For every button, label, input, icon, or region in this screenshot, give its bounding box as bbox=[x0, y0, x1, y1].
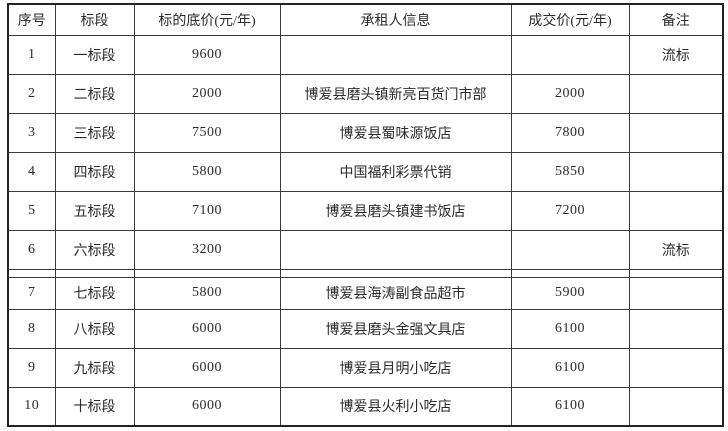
cell-no: 3 bbox=[7, 112, 56, 153]
cell-section: 九标段 bbox=[54, 347, 135, 388]
table-row-3: 3 三标段 7500 博爱县蜀味源饭店 7800 bbox=[7, 112, 724, 153]
cell-note bbox=[628, 386, 724, 427]
cell-tenant: 博爱县海涛副食品超市 bbox=[279, 276, 512, 310]
cell-no: 1 bbox=[7, 34, 56, 75]
cell-deal_price: 5900 bbox=[510, 276, 630, 310]
cell-note bbox=[628, 190, 724, 231]
table-row-5: 5 五标段 7100 博爱县磨头镇建书饭店 7200 bbox=[7, 190, 724, 231]
cell-tenant: 博爱县磨头镇新亮百货门市部 bbox=[279, 73, 512, 114]
cell-note bbox=[628, 73, 724, 114]
cell-section: 三标段 bbox=[54, 112, 135, 153]
cell-base_price: 5800 bbox=[133, 151, 281, 192]
cell-tenant: 博爱县月明小吃店 bbox=[279, 347, 512, 388]
cell-note: 流标 bbox=[628, 34, 724, 75]
column-header-base_price: 标的底价(元/年) bbox=[133, 3, 281, 36]
cell-deal_price: 6100 bbox=[510, 308, 630, 349]
page-break-gap-cell bbox=[133, 268, 281, 278]
cell-tenant bbox=[279, 229, 512, 270]
cell-base_price: 6000 bbox=[133, 308, 281, 349]
table-row-9: 9 九标段 6000 博爱县月明小吃店 6100 bbox=[7, 347, 724, 388]
table-row-4: 4 四标段 5800 中国福利彩票代销 5850 bbox=[7, 151, 724, 192]
cell-no: 10 bbox=[7, 386, 56, 427]
page-break-gap-cell bbox=[7, 268, 56, 278]
cell-section: 二标段 bbox=[54, 73, 135, 114]
cell-base_price: 2000 bbox=[133, 73, 281, 114]
cell-deal_price: 7800 bbox=[510, 112, 630, 153]
page-break-gap-cell bbox=[54, 268, 135, 278]
cell-base_price: 6000 bbox=[133, 347, 281, 388]
cell-deal_price bbox=[510, 34, 630, 75]
cell-section: 六标段 bbox=[54, 229, 135, 270]
cell-tenant: 博爱县磨头金强文具店 bbox=[279, 308, 512, 349]
cell-note bbox=[628, 308, 724, 349]
column-header-section: 标段 bbox=[54, 3, 135, 36]
bid-results-table: 序号 标段 标的底价(元/年) 承租人信息 成交价(元/年) 备注 1 一标段 9600 流标 2… bbox=[7, 3, 724, 427]
cell-tenant: 中国福利彩票代销 bbox=[279, 151, 512, 192]
cell-section: 十标段 bbox=[54, 386, 135, 427]
cell-base_price: 7500 bbox=[133, 112, 281, 153]
cell-tenant bbox=[279, 34, 512, 75]
cell-section: 八标段 bbox=[54, 308, 135, 349]
column-header-no: 序号 bbox=[7, 3, 56, 36]
page-break-gap-cell bbox=[510, 268, 630, 278]
cell-deal_price: 6100 bbox=[510, 347, 630, 388]
column-header-tenant: 承租人信息 bbox=[279, 3, 512, 36]
cell-tenant: 博爱县磨头镇建书饭店 bbox=[279, 190, 512, 231]
cell-section: 一标段 bbox=[54, 34, 135, 75]
cell-deal_price: 2000 bbox=[510, 73, 630, 114]
table-row-10: 10 十标段 6000 博爱县火利小吃店 6100 bbox=[7, 386, 724, 427]
cell-base_price: 3200 bbox=[133, 229, 281, 270]
cell-deal_price bbox=[510, 229, 630, 270]
cell-note bbox=[628, 151, 724, 192]
cell-no: 8 bbox=[7, 308, 56, 349]
cell-deal_price: 7200 bbox=[510, 190, 630, 231]
table-row-7: 7 七标段 5800 博爱县海涛副食品超市 5900 bbox=[7, 276, 724, 310]
cell-base_price: 6000 bbox=[133, 386, 281, 427]
cell-base_price: 9600 bbox=[133, 34, 281, 75]
cell-section: 七标段 bbox=[54, 276, 135, 310]
column-header-note: 备注 bbox=[628, 3, 724, 36]
cell-deal_price: 5850 bbox=[510, 151, 630, 192]
table-header-row: 序号 标段 标的底价(元/年) 承租人信息 成交价(元/年) 备注 bbox=[7, 3, 724, 36]
page-break-gap-row bbox=[7, 268, 724, 278]
cell-no: 6 bbox=[7, 229, 56, 270]
table-row-6: 6 六标段 3200 流标 bbox=[7, 229, 724, 270]
cell-no: 2 bbox=[7, 73, 56, 114]
cell-deal_price: 6100 bbox=[510, 386, 630, 427]
cell-no: 9 bbox=[7, 347, 56, 388]
page-break-gap-cell bbox=[628, 268, 724, 278]
cell-no: 7 bbox=[7, 276, 56, 310]
table-row-1: 1 一标段 9600 流标 bbox=[7, 34, 724, 75]
cell-base_price: 7100 bbox=[133, 190, 281, 231]
cell-section: 五标段 bbox=[54, 190, 135, 231]
cell-no: 5 bbox=[7, 190, 56, 231]
cell-note bbox=[628, 347, 724, 388]
cell-base_price: 5800 bbox=[133, 276, 281, 310]
table-row-2: 2 二标段 2000 博爱县磨头镇新亮百货门市部 2000 bbox=[7, 73, 724, 114]
cell-note: 流标 bbox=[628, 229, 724, 270]
page-break-gap-cell bbox=[279, 268, 512, 278]
column-header-deal_price: 成交价(元/年) bbox=[510, 3, 630, 36]
cell-tenant: 博爱县蜀味源饭店 bbox=[279, 112, 512, 153]
cell-note bbox=[628, 276, 724, 310]
cell-no: 4 bbox=[7, 151, 56, 192]
cell-section: 四标段 bbox=[54, 151, 135, 192]
cell-tenant: 博爱县火利小吃店 bbox=[279, 386, 512, 427]
cell-note bbox=[628, 112, 724, 153]
table-row-8: 8 八标段 6000 博爱县磨头金强文具店 6100 bbox=[7, 308, 724, 349]
